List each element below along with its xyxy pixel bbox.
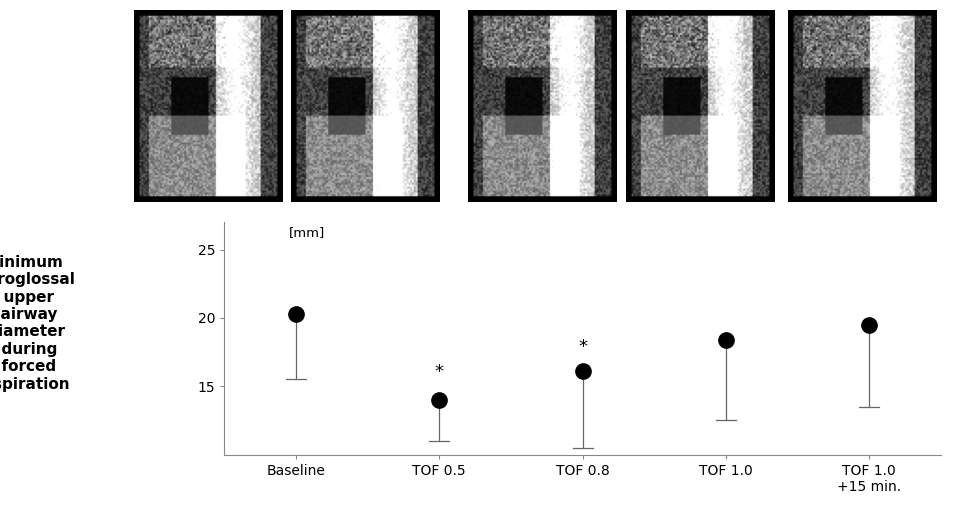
Text: [mm]: [mm]	[288, 226, 325, 238]
Text: Minimum
retroglossal
  upper
  airway
 diameter
  during
  forced
inspiration: Minimum retroglossal upper airway diamet…	[0, 255, 75, 391]
Text: *: *	[578, 338, 587, 356]
Text: *: *	[435, 363, 444, 381]
